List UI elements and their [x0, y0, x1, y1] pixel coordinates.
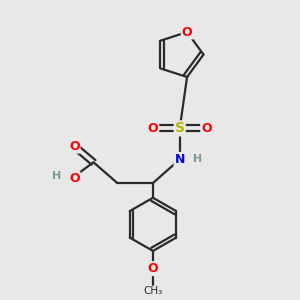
Text: O: O — [69, 172, 80, 185]
Text: O: O — [148, 262, 158, 275]
Text: O: O — [148, 122, 158, 135]
Text: O: O — [69, 140, 80, 153]
Text: CH₃: CH₃ — [143, 286, 163, 296]
Text: S: S — [175, 122, 185, 135]
Text: O: O — [201, 122, 212, 135]
Text: N: N — [175, 153, 185, 166]
Text: H: H — [193, 154, 202, 164]
Text: O: O — [182, 26, 192, 39]
Text: H: H — [52, 171, 61, 181]
